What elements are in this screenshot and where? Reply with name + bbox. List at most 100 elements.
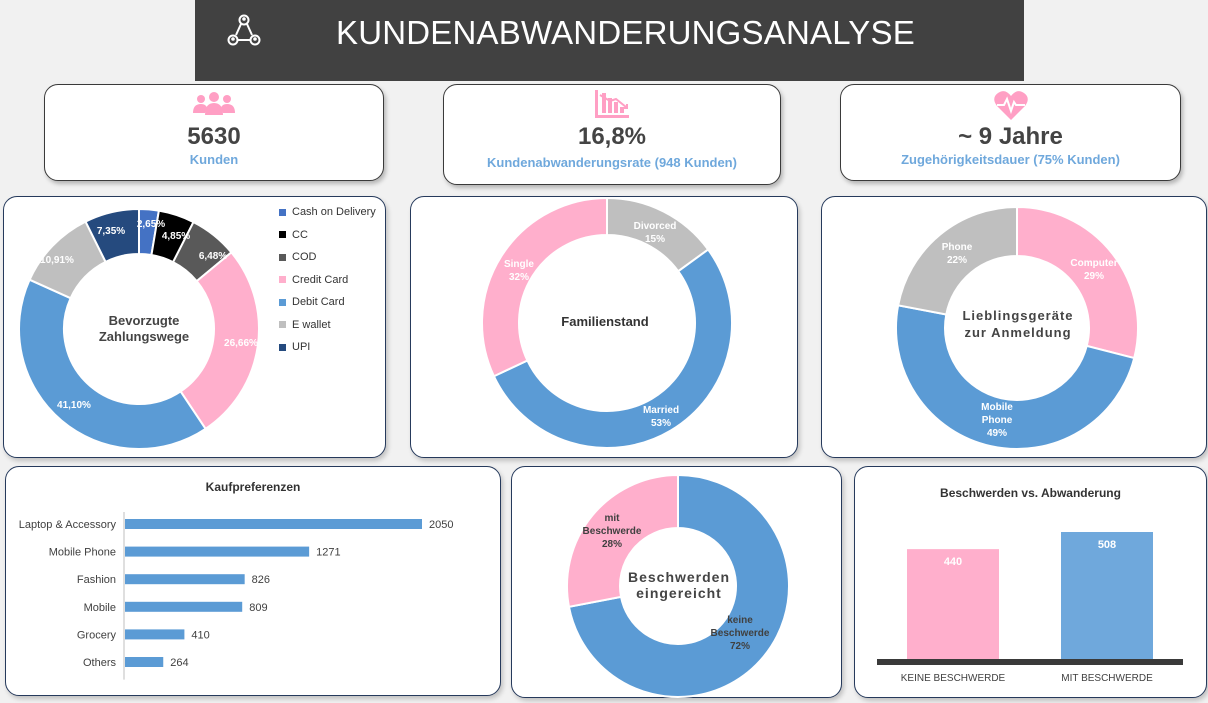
slice-credit-card — [179, 250, 260, 431]
complaints-title-line-1: Beschwerden — [627, 569, 731, 585]
slice-debit-card — [18, 278, 207, 450]
marital-status-title: Familienstand — [561, 314, 649, 329]
complaints-vs-churn-title: Beschwerden vs. Abwanderung — [940, 486, 1121, 500]
value-label-fashion: 826 — [252, 574, 270, 586]
legend-item-cash-on-delivery: Cash on Delivery — [279, 206, 376, 218]
legend-item-debit-card: Debit Card — [279, 296, 345, 308]
marital-status-panel: Divorced 15% Married 53% Single 32% Familiens… — [410, 196, 798, 458]
data-label-upi: 7,35% — [97, 226, 125, 237]
legend-swatch — [279, 208, 286, 216]
kpi-churn-value: 16,8% — [577, 123, 647, 150]
bar-mit-beschwerde — [1061, 532, 1153, 660]
legend-item-upi: UPI — [279, 341, 310, 353]
data-label-mobile-phone: Mobile Phone 49% — [981, 402, 1013, 439]
kpi-tenure-label: Zugehörigkeitsdauer (75% Kunden) — [901, 152, 1120, 167]
complaints-title: Beschwerden eingereicht — [617, 569, 741, 601]
slice-married — [492, 248, 733, 449]
slice-mobile-phone — [895, 304, 1136, 450]
value-label-mobile: 809 — [249, 602, 267, 614]
legend-label: UPI — [292, 341, 311, 353]
bar-mobile — [125, 601, 243, 612]
complaints-title-line-2: eingereicht — [636, 585, 722, 601]
legend-swatch — [279, 253, 286, 261]
x-axis-line — [877, 659, 1183, 665]
purchase-preferences-panel: Kaufpreferenzen Laptop & Accessory 2050 Mo… — [5, 466, 501, 696]
legend-swatch — [279, 231, 286, 239]
legend-label: Credit Card — [292, 273, 349, 286]
slice-computer — [1016, 205, 1139, 360]
tick-label-laptop-accessory: Laptop & Accessory — [19, 519, 117, 531]
payment-methods-title: Bevorzugte Zahlungswege — [98, 313, 190, 344]
slice-single — [481, 197, 608, 378]
kpi-tenure-value: ~ 9 Jahre — [958, 123, 1063, 150]
login-devices-donut: Computer 29% Mobile Phone 49% Phone 22% — [895, 205, 1139, 450]
legend-swatch — [279, 298, 286, 306]
complaints-donut: keine Beschwerde 72% mit Beschwerde 28% — [566, 473, 790, 698]
complaints-vs-churn-chart: 440 KEINE BESCHWERDE 508 MIT BESCHWERDE — [877, 532, 1183, 684]
legend-label: CC — [292, 228, 308, 241]
marital-status-donut: Divorced 15% Married 53% Single 32% — [481, 197, 733, 449]
purchase-preferences-title: Kaufpreferenzen — [205, 480, 301, 494]
login-devices-title-line-2: zur Anmeldung — [964, 325, 1072, 340]
kpi-card-tenure: ~ 9 Jahre Zugehörigkeitsdauer (75% Kunde… — [840, 84, 1181, 181]
data-label-cash-on-delivery: 2,65% — [137, 219, 165, 230]
payment-methods-panel: 2,65% 4,85% 6,48% 26,66% 41,10% 10,91% 7,35% B… — [3, 196, 386, 458]
value-label-others: 264 — [170, 657, 188, 669]
purchase-preferences-chart: Laptop & Accessory 2050 Mobile Phone 1271 Fa… — [19, 512, 453, 680]
kpi-customers-label: Kunden — [189, 152, 239, 167]
login-devices-panel: Computer 29% Mobile Phone 49% Phone 22% Liebli… — [821, 196, 1207, 458]
complaints-vs-churn-panel: Beschwerden vs. Abwanderung 440 KEINE BES… — [854, 466, 1207, 698]
data-label-mit-beschwerde: mit Beschwerde 28% — [583, 513, 642, 550]
login-devices-title-line-1: Lieblingsgeräte — [962, 308, 1074, 323]
data-label-cc: 4,85% — [162, 231, 190, 242]
tick-label-mobile-phone: Mobile Phone — [49, 547, 116, 559]
bar-keine-beschwerde — [907, 549, 999, 660]
tick-label-others: Others — [83, 657, 117, 669]
slice-mit-beschwerde — [566, 473, 679, 608]
slice-upi — [84, 207, 140, 264]
kpi-customers-value: 5630 — [187, 123, 241, 150]
tick-label-mit-beschwerde: MIT BESCHWERDE — [1061, 673, 1153, 684]
legend-item-cod: COD — [279, 251, 316, 263]
legend-label: Debit Card — [292, 296, 345, 308]
legend-swatch — [279, 343, 286, 351]
bar-fashion — [125, 574, 245, 585]
data-label-single: Single 32% — [504, 259, 534, 283]
slice-keine-beschwerde — [567, 473, 790, 698]
heart-pulse-icon — [993, 91, 1028, 120]
value-label-laptop-accessory: 2050 — [429, 519, 453, 531]
data-label-debit-card: 41,10% — [57, 400, 91, 411]
declining-bar-chart-icon — [595, 90, 629, 118]
kpi-card-churn: 16,8% Kundenabwanderungsrate (948 Kunden… — [443, 84, 781, 185]
legend-label: Cash on Delivery — [292, 206, 376, 218]
bar-grocery — [125, 629, 185, 640]
legend-label: COD — [292, 251, 317, 263]
slice-phone — [896, 205, 1018, 316]
value-label-keine-beschwerde: 440 — [944, 556, 962, 568]
data-label-e-wallet: 10,91% — [40, 255, 74, 266]
value-label-mit-beschwerde: 508 — [1098, 539, 1116, 551]
data-label-divorced: Divorced 15% — [634, 221, 677, 245]
bar-mobile-phone — [125, 546, 310, 557]
value-label-mobile-phone: 1271 — [316, 547, 340, 559]
login-devices-title: Lieblingsgeräte zur Anmeldung — [950, 307, 1086, 341]
data-label-computer: Computer 29% — [1070, 258, 1117, 282]
complaints-panel: keine Beschwerde 72% mit Beschwerde 28% Besch… — [511, 466, 842, 698]
data-label-phone: Phone 22% — [942, 242, 973, 266]
header-bar — [195, 0, 1024, 81]
legend-item-e-wallet: E wallet — [279, 319, 331, 331]
legend-swatch — [279, 321, 286, 329]
tick-label-keine-beschwerde: KEINE BESCHWERDE — [901, 673, 1006, 684]
data-label-credit-card: 26,66% — [224, 338, 258, 349]
value-label-grocery: 410 — [191, 629, 209, 641]
data-label-keine-beschwerde: keine Beschwerde 72% — [711, 615, 770, 652]
legend-item-cc: CC — [279, 229, 308, 241]
tick-label-mobile: Mobile — [84, 602, 116, 614]
data-label-married: Married 53% — [643, 405, 679, 429]
data-label-cod: 6,48% — [199, 251, 227, 262]
tick-label-fashion: Fashion — [77, 574, 116, 586]
bar-others — [125, 657, 164, 667]
kpi-churn-label: Kundenabwanderungsrate (948 Kunden) — [487, 155, 737, 170]
payment-methods-donut: 2,65%4,85% 6,48% 26,66% 41,10% 10,91% 7,35% — [18, 207, 260, 450]
bar-laptop-accessory — [125, 519, 422, 529]
